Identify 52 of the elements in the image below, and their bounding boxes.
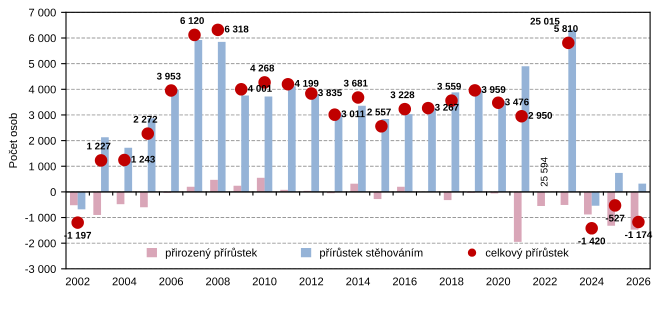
x-tick-label: 2020 <box>486 277 510 286</box>
x-tick-label: 2026 <box>626 277 650 286</box>
data-label: 2 272 <box>134 116 158 123</box>
y-tick-label: -2 000 <box>25 239 56 248</box>
data-label: 3 011 <box>341 110 365 118</box>
data-label: 6 120 <box>180 17 204 24</box>
annotation: 25 015 <box>530 18 560 25</box>
data-label: 2 950 <box>528 112 552 119</box>
y-tick-label: 1 000 <box>29 162 56 170</box>
data-label: -1 420 <box>578 238 606 244</box>
x-tick-label: 2004 <box>112 277 136 286</box>
x-tick-label: 2014 <box>346 277 370 286</box>
y-tick-label: 2 000 <box>29 136 56 145</box>
y-tick-label: 7 000 <box>29 8 56 16</box>
y-tick-label: 0 <box>50 188 56 196</box>
x-tick-label: 2010 <box>252 277 277 286</box>
data-label: 3 681 <box>344 80 368 87</box>
data-label: 3 559 <box>437 82 461 90</box>
data-label: 3 835 <box>318 89 342 96</box>
x-tick-label: 2016 <box>392 277 417 286</box>
data-label: 6 318 <box>224 26 248 32</box>
x-tick-label: 2018 <box>440 277 464 286</box>
data-label: 1 243 <box>132 156 155 163</box>
x-tick-label: 2008 <box>206 277 230 286</box>
data-label: 3 228 <box>390 91 414 98</box>
x-tick-label: 2024 <box>580 277 604 286</box>
y-tick-label: 3 000 <box>28 111 56 120</box>
y-tick-label: 6 000 <box>29 34 56 42</box>
data-label: 3 476 <box>505 98 529 106</box>
x-tick-label: 2002 <box>66 277 90 286</box>
y-tick-label: 4 000 <box>28 86 56 94</box>
legend-label: celkový přírůstek <box>486 248 569 259</box>
data-label: 1 227 <box>87 142 110 150</box>
y-axis-title: Počet osob <box>8 113 18 168</box>
data-label: 2 557 <box>367 108 391 116</box>
x-tick-label: 2022 <box>533 277 557 286</box>
data-label: 4 268 <box>250 64 274 72</box>
annotation: 25 594 <box>540 157 548 186</box>
data-label: 3 953 <box>156 72 181 80</box>
legend-label: přirozený přírůstek <box>166 248 258 259</box>
y-tick-label: 5 000 <box>28 60 56 68</box>
data-label: 4 001 <box>248 85 272 92</box>
x-tick-label: 2006 <box>159 277 184 286</box>
x-tick-label: 2012 <box>300 277 324 286</box>
data-label: 5 810 <box>554 25 578 32</box>
y-tick-label: -3 000 <box>25 265 56 273</box>
y-tick-label: -1 000 <box>25 214 56 222</box>
legend-label: přírůstek stěhováním <box>320 248 422 259</box>
data-label: 3 959 <box>482 86 506 93</box>
data-label: -527 <box>606 214 624 222</box>
data-label: 4 199 <box>294 80 318 87</box>
data-label: 3 267 <box>434 104 459 111</box>
